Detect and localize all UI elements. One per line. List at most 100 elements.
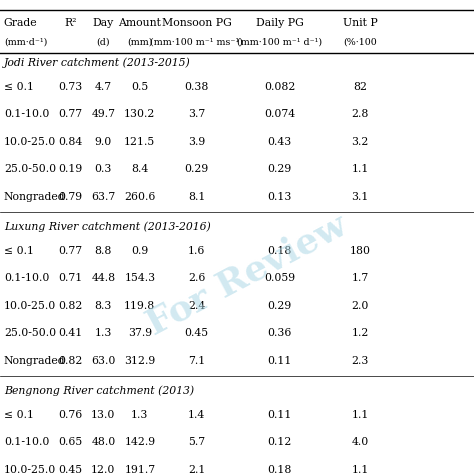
Text: 130.2: 130.2: [124, 109, 155, 119]
Text: 0.5: 0.5: [131, 82, 148, 91]
Text: 0.18: 0.18: [267, 246, 292, 255]
Text: 10.0-25.0: 10.0-25.0: [4, 465, 56, 474]
Text: 1.1: 1.1: [352, 410, 369, 419]
Text: 0.9: 0.9: [131, 246, 148, 255]
Text: 82: 82: [353, 82, 367, 91]
Text: 2.4: 2.4: [188, 301, 205, 310]
Text: Unit P: Unit P: [343, 18, 378, 28]
Text: 119.8: 119.8: [124, 301, 155, 310]
Text: Luxung River catchment (2013-2016): Luxung River catchment (2013-2016): [4, 221, 210, 232]
Text: Nongraded: Nongraded: [4, 356, 65, 365]
Text: (mm·100 m⁻¹ ms⁻¹): (mm·100 m⁻¹ ms⁻¹): [150, 38, 243, 47]
Text: 37.9: 37.9: [128, 328, 152, 338]
Text: 0.059: 0.059: [264, 273, 295, 283]
Text: 8.1: 8.1: [188, 191, 205, 201]
Text: 12.0: 12.0: [91, 465, 116, 474]
Text: 154.3: 154.3: [124, 273, 155, 283]
Text: 191.7: 191.7: [124, 465, 155, 474]
Text: (d): (d): [97, 38, 110, 47]
Text: 10.0-25.0: 10.0-25.0: [4, 137, 56, 146]
Text: Monsoon PG: Monsoon PG: [162, 18, 232, 28]
Text: 44.8: 44.8: [91, 273, 115, 283]
Text: 121.5: 121.5: [124, 137, 155, 146]
Text: 1.1: 1.1: [352, 164, 369, 174]
Text: 0.45: 0.45: [185, 328, 209, 338]
Text: 1.2: 1.2: [352, 328, 369, 338]
Text: 63.7: 63.7: [91, 191, 116, 201]
Text: 0.77: 0.77: [58, 109, 82, 119]
Text: 0.12: 0.12: [267, 437, 292, 447]
Text: 2.0: 2.0: [352, 301, 369, 310]
Text: 1.6: 1.6: [188, 246, 205, 255]
Text: 0.84: 0.84: [58, 137, 82, 146]
Text: 0.38: 0.38: [184, 82, 209, 91]
Text: Nongraded: Nongraded: [4, 191, 65, 201]
Text: 3.2: 3.2: [352, 137, 369, 146]
Text: ≤ 0.1: ≤ 0.1: [4, 410, 34, 419]
Text: 0.29: 0.29: [184, 164, 209, 174]
Text: 4.7: 4.7: [95, 82, 112, 91]
Text: (mm·d⁻¹): (mm·d⁻¹): [4, 38, 47, 47]
Text: R²: R²: [64, 18, 76, 28]
Text: 25.0-50.0: 25.0-50.0: [4, 164, 56, 174]
Text: 5.7: 5.7: [188, 437, 205, 447]
Text: 0.074: 0.074: [264, 109, 295, 119]
Text: (%·100: (%·100: [343, 38, 377, 47]
Text: 2.6: 2.6: [188, 273, 205, 283]
Text: 0.29: 0.29: [267, 301, 292, 310]
Text: For Review: For Review: [141, 208, 352, 342]
Text: Daily PG: Daily PG: [255, 18, 304, 28]
Text: 0.1-10.0: 0.1-10.0: [4, 109, 49, 119]
Text: Day: Day: [93, 18, 114, 28]
Text: 2.8: 2.8: [352, 109, 369, 119]
Text: 0.76: 0.76: [58, 410, 82, 419]
Text: 0.18: 0.18: [267, 465, 292, 474]
Text: 3.7: 3.7: [188, 109, 205, 119]
Text: 0.71: 0.71: [58, 273, 82, 283]
Text: ≤ 0.1: ≤ 0.1: [4, 82, 34, 91]
Text: 0.82: 0.82: [58, 356, 82, 365]
Text: 63.0: 63.0: [91, 356, 116, 365]
Text: 8.3: 8.3: [95, 301, 112, 310]
Text: 0.36: 0.36: [267, 328, 292, 338]
Text: 0.3: 0.3: [95, 164, 112, 174]
Text: (mm): (mm): [127, 38, 153, 47]
Text: 142.9: 142.9: [124, 437, 155, 447]
Text: 0.1-10.0: 0.1-10.0: [4, 437, 49, 447]
Text: 1.1: 1.1: [352, 465, 369, 474]
Text: 0.082: 0.082: [264, 82, 295, 91]
Text: 1.4: 1.4: [188, 410, 205, 419]
Text: 0.82: 0.82: [58, 301, 82, 310]
Text: Grade: Grade: [4, 18, 37, 28]
Text: 260.6: 260.6: [124, 191, 155, 201]
Text: 0.41: 0.41: [58, 328, 82, 338]
Text: 3.1: 3.1: [352, 191, 369, 201]
Text: ≤ 0.1: ≤ 0.1: [4, 246, 34, 255]
Text: 312.9: 312.9: [124, 356, 155, 365]
Text: 0.11: 0.11: [267, 356, 292, 365]
Text: 1.3: 1.3: [95, 328, 112, 338]
Text: 3.9: 3.9: [188, 137, 205, 146]
Text: 0.45: 0.45: [58, 465, 82, 474]
Text: 48.0: 48.0: [91, 437, 116, 447]
Text: (mm·100 m⁻¹ d⁻¹): (mm·100 m⁻¹ d⁻¹): [237, 38, 322, 47]
Text: 0.65: 0.65: [58, 437, 82, 447]
Text: 2.3: 2.3: [352, 356, 369, 365]
Text: 0.1-10.0: 0.1-10.0: [4, 273, 49, 283]
Text: 10.0-25.0: 10.0-25.0: [4, 301, 56, 310]
Text: 0.19: 0.19: [58, 164, 82, 174]
Text: 25.0-50.0: 25.0-50.0: [4, 328, 56, 338]
Text: 0.13: 0.13: [267, 191, 292, 201]
Text: 8.4: 8.4: [131, 164, 148, 174]
Text: 0.29: 0.29: [267, 164, 292, 174]
Text: 7.1: 7.1: [188, 356, 205, 365]
Text: 0.73: 0.73: [58, 82, 82, 91]
Text: 9.0: 9.0: [95, 137, 112, 146]
Text: Jodi River catchment (2013-2015): Jodi River catchment (2013-2015): [4, 57, 191, 68]
Text: Amount: Amount: [118, 18, 161, 28]
Text: 0.79: 0.79: [58, 191, 82, 201]
Text: 8.8: 8.8: [95, 246, 112, 255]
Text: 4.0: 4.0: [352, 437, 369, 447]
Text: 180: 180: [350, 246, 371, 255]
Text: 0.11: 0.11: [267, 410, 292, 419]
